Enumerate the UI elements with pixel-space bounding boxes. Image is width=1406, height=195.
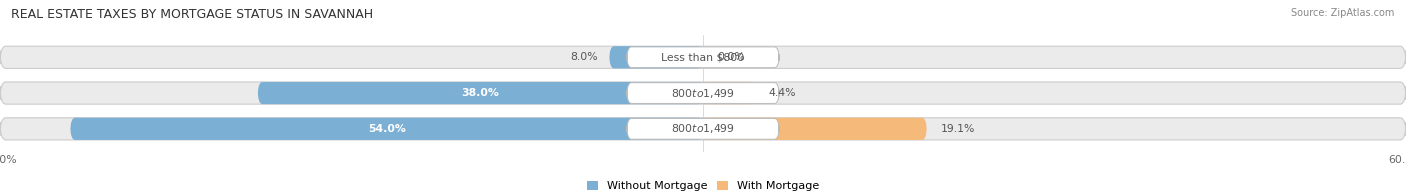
Text: Source: ZipAtlas.com: Source: ZipAtlas.com (1291, 8, 1395, 18)
FancyBboxPatch shape (627, 47, 779, 68)
FancyBboxPatch shape (627, 83, 779, 103)
FancyBboxPatch shape (70, 118, 703, 140)
FancyBboxPatch shape (627, 119, 779, 139)
FancyBboxPatch shape (0, 118, 1406, 140)
Text: REAL ESTATE TAXES BY MORTGAGE STATUS IN SAVANNAH: REAL ESTATE TAXES BY MORTGAGE STATUS IN … (11, 8, 374, 21)
FancyBboxPatch shape (0, 46, 1406, 68)
FancyBboxPatch shape (0, 82, 1406, 104)
Legend: Without Mortgage, With Mortgage: Without Mortgage, With Mortgage (588, 181, 818, 191)
Text: 19.1%: 19.1% (941, 124, 976, 134)
Text: 4.4%: 4.4% (769, 88, 796, 98)
Text: 54.0%: 54.0% (368, 124, 405, 134)
Text: 38.0%: 38.0% (461, 88, 499, 98)
Text: 0.0%: 0.0% (717, 52, 745, 62)
Text: $800 to $1,499: $800 to $1,499 (671, 122, 735, 135)
Text: $800 to $1,499: $800 to $1,499 (671, 87, 735, 100)
Text: Less than $800: Less than $800 (661, 52, 745, 62)
FancyBboxPatch shape (703, 82, 755, 104)
FancyBboxPatch shape (703, 118, 927, 140)
Text: 8.0%: 8.0% (569, 52, 598, 62)
FancyBboxPatch shape (257, 82, 703, 104)
FancyBboxPatch shape (609, 46, 703, 68)
